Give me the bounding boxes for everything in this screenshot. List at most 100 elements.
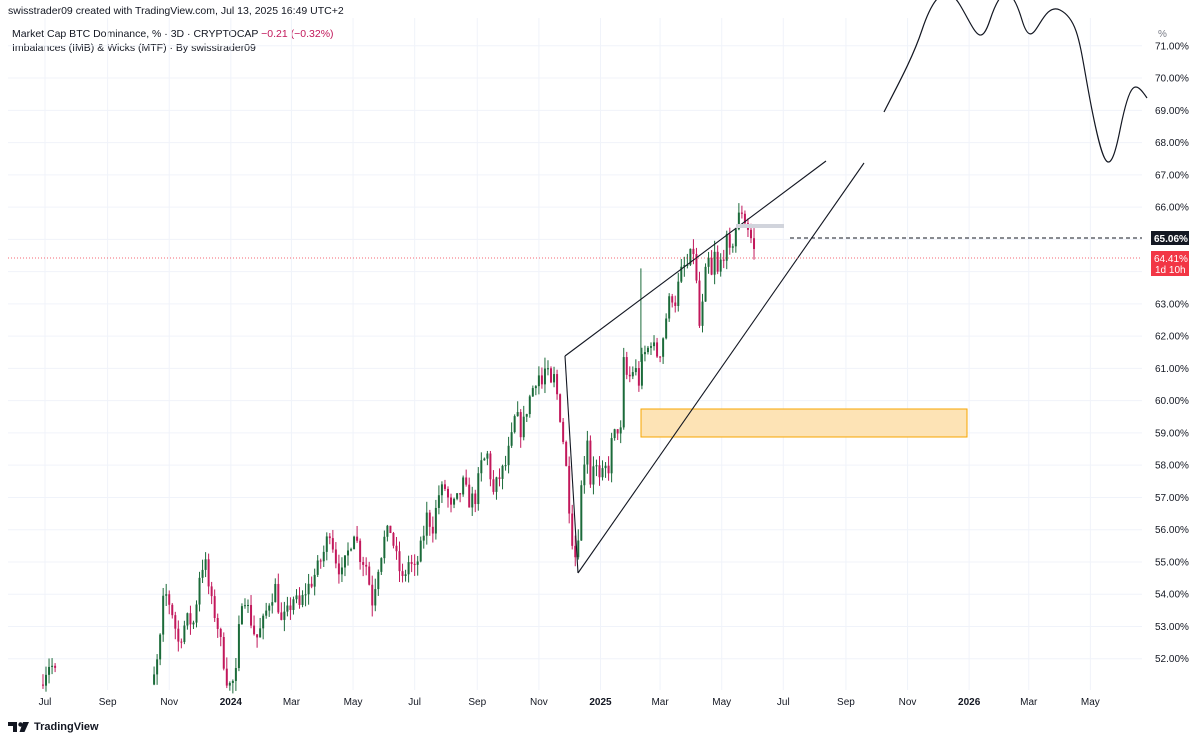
candle-body (459, 493, 462, 495)
candle-body (41, 684, 44, 686)
candle-body (250, 604, 253, 626)
candle-body (680, 266, 683, 282)
candle-body (753, 238, 756, 250)
y-tick-label: 56.00% (1155, 525, 1189, 536)
candle-body (534, 386, 537, 389)
wedge-base-line[interactable] (564, 355, 579, 574)
y-tick-label: 70.00% (1155, 74, 1189, 85)
candle-body (477, 473, 480, 505)
author-name: swisstrader09 (8, 5, 73, 17)
candle-body (334, 549, 337, 564)
projection-curve[interactable] (883, 0, 1148, 163)
candle-body (465, 477, 468, 485)
y-tick-label: 54.00% (1155, 590, 1189, 601)
y-tick-label: 62.00% (1155, 332, 1189, 343)
candle-body (540, 375, 543, 385)
candle-body (180, 641, 183, 643)
candle-body (443, 484, 446, 489)
candle-body (671, 296, 674, 303)
candle-body (598, 465, 601, 478)
candle-body (543, 368, 546, 385)
y-tick-label: 52.00% (1155, 654, 1189, 665)
candle-body (237, 624, 240, 669)
candle-body (607, 465, 610, 474)
price-tags: 65.06% 64.41% 1d 10h (1151, 231, 1189, 276)
last-price-tag: 65.06% (1154, 234, 1188, 245)
candle-body (207, 559, 210, 587)
y-tick-label: 63.00% (1155, 299, 1189, 310)
symbol-row[interactable]: Market Cap BTC Dominance, % · 3D · CRYPT… (12, 28, 334, 42)
candle-body (634, 368, 637, 373)
candle-body (643, 352, 646, 355)
candle-body (322, 551, 325, 562)
candle-body (737, 212, 740, 230)
y-tick-label: 61.00% (1155, 364, 1189, 375)
candle-body (656, 342, 659, 357)
candle-body (419, 540, 422, 562)
time-axis[interactable]: Jul Sep Nov 2024 Mar May Jul Sep Nov 2025 Mar May Ju… (39, 697, 1100, 708)
candle-body (650, 346, 652, 348)
candle-body (695, 254, 698, 281)
candle-body (359, 540, 362, 563)
candle-body (437, 495, 440, 508)
candle-body (156, 659, 159, 675)
candle-body (674, 302, 677, 306)
candle-body (474, 493, 477, 505)
candle-body (519, 412, 522, 438)
candle-body (728, 234, 731, 248)
candle-body (665, 318, 668, 339)
candle-body (407, 562, 410, 575)
candle-body (222, 636, 225, 669)
candle-body (395, 545, 398, 552)
axis-unit-label: % (1158, 29, 1167, 40)
candle-body (646, 347, 649, 353)
candle-body (325, 536, 328, 552)
candle-body (247, 604, 250, 606)
candle-body (189, 613, 192, 625)
candle-body (480, 460, 483, 474)
y-tick-label: 59.00% (1155, 428, 1189, 439)
candle-body (253, 625, 256, 635)
candle-body (192, 622, 195, 625)
candle-body (740, 212, 743, 214)
wedge-upper-line[interactable] (564, 160, 827, 357)
candle-body (362, 562, 365, 565)
price-axis[interactable]: % 52.00% 53.00% 54.00% 55.00% 56.00% 57.00% 58… (1155, 29, 1189, 665)
candle-body (453, 498, 456, 505)
candle-body (631, 372, 634, 377)
candle-body (328, 536, 331, 539)
candle-body (286, 605, 289, 612)
candle-body (337, 563, 340, 575)
x-tick-label: Mar (1020, 697, 1038, 708)
x-tick-label: Jul (408, 697, 421, 708)
drawings (8, 0, 1148, 574)
candle-body (659, 356, 662, 358)
candle-body (713, 251, 716, 275)
candle-body (698, 280, 701, 326)
candle-body (662, 338, 665, 357)
x-tick-label: Jul (777, 697, 790, 708)
candle-body (489, 453, 492, 480)
candle-body (719, 259, 722, 272)
candle-body (295, 595, 298, 600)
candle-body (219, 628, 222, 637)
candle-body (616, 429, 619, 434)
candle-body (595, 465, 598, 467)
y-tick-label: 57.00% (1155, 493, 1189, 504)
candle-body (471, 493, 474, 508)
candle-body (722, 259, 725, 261)
candle-body (559, 394, 562, 422)
indicator-row[interactable]: Imbalances (IMB) & Wicks (MTF) · By swis… (12, 42, 334, 56)
candle-body (716, 251, 719, 272)
candle-body (431, 526, 434, 534)
candle-body (492, 479, 495, 492)
candle-body (731, 246, 734, 248)
wedge-lower-line[interactable] (577, 162, 865, 574)
candle-body (468, 484, 471, 508)
candle-body (183, 625, 186, 642)
candle-body (162, 595, 165, 635)
current-price-tag: 64.41% (1154, 254, 1188, 265)
candle-body (734, 229, 737, 247)
candle-body (456, 493, 459, 499)
